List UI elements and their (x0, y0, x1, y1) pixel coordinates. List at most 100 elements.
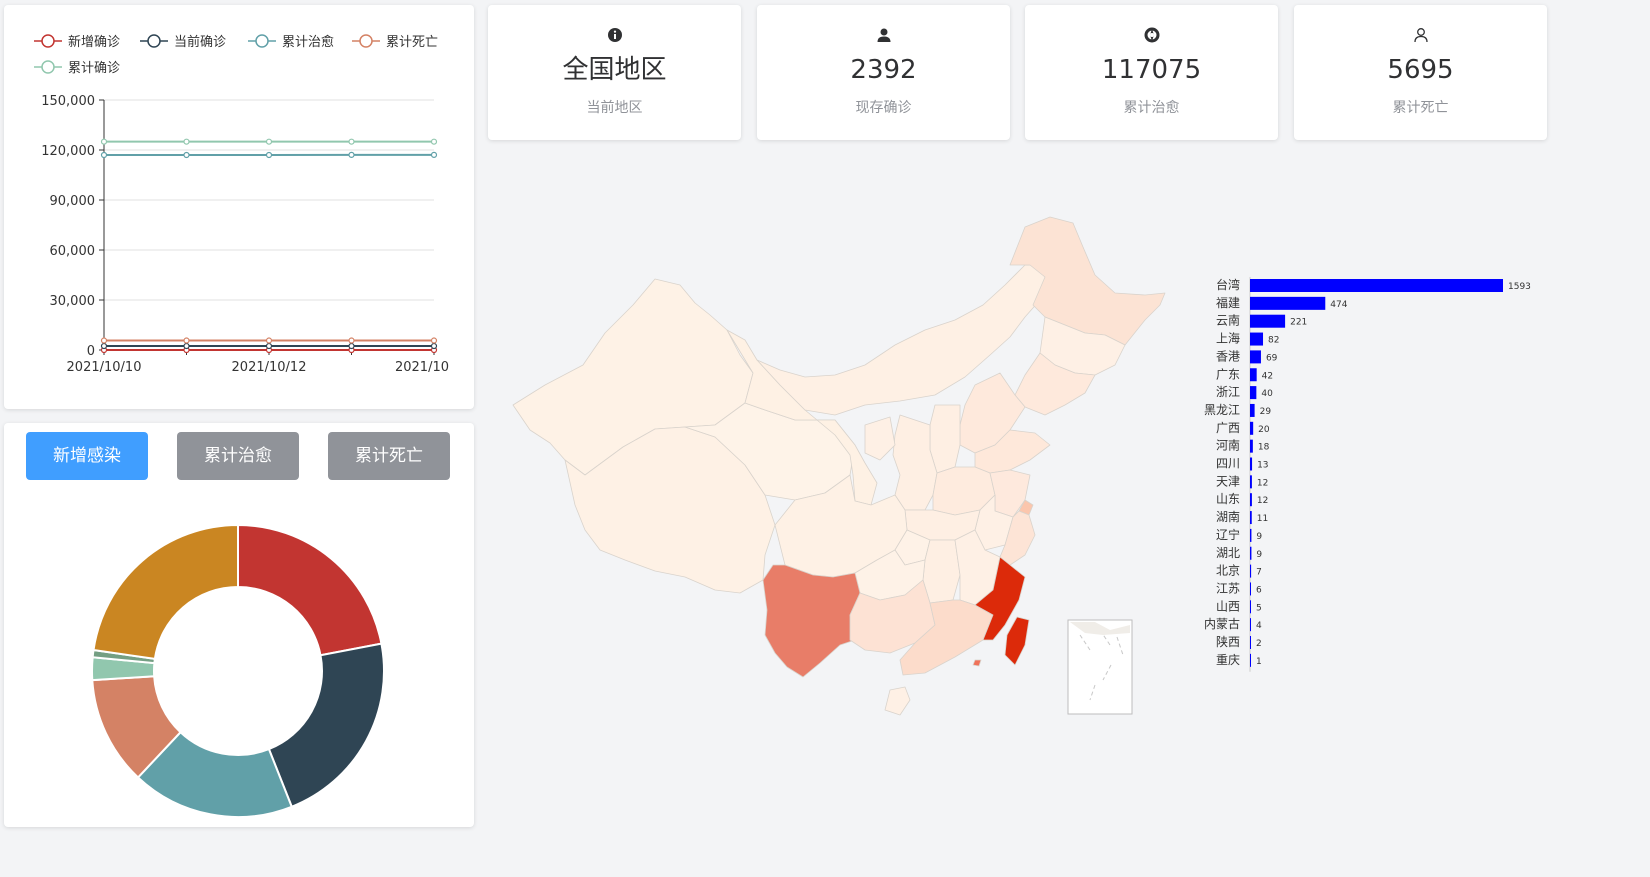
y-tick-label: 120,000 (41, 144, 95, 159)
bar-category-label: 重庆 (1216, 653, 1240, 667)
data-point (183, 138, 190, 145)
bar-category-label: 辽宁 (1216, 527, 1240, 542)
data-point (265, 138, 273, 145)
bar-value-label: 42 (1262, 371, 1273, 381)
data-point (183, 337, 190, 344)
cumulative-cured-button[interactable]: 累计治愈 (177, 432, 299, 480)
data-point (100, 337, 108, 344)
bar-value-label: 18 (1258, 443, 1270, 453)
bar (1250, 421, 1254, 435)
map-region-liaoning[interactable] (1014, 352, 1096, 416)
south-china-sea-inset (1067, 619, 1133, 715)
bar (1250, 279, 1503, 292)
bar (1250, 582, 1251, 596)
trend-chart-card: 新增确诊 当前确诊 累计治愈 累计死亡 累计确诊 0 30,000 60,000 90,000 1… (4, 5, 474, 409)
pie-slice (267, 642, 385, 809)
cumulative-death-button[interactable]: 累计死亡 (328, 432, 450, 480)
bar-value-label: 82 (1268, 336, 1279, 346)
stat-label-dead: 累计死亡 (1392, 100, 1449, 116)
y-tick-label: 30,000 (50, 294, 96, 309)
bar-value-label: 7 (1256, 568, 1262, 578)
x-tick-label: 2021/10/12 (232, 360, 307, 375)
legend-item[interactable]: 累计死亡 (352, 34, 438, 50)
map-region-taiwan[interactable] (1004, 616, 1030, 666)
stat-value-region: 全国地区 (562, 55, 667, 85)
bar-value-label: 2 (1256, 639, 1262, 649)
legend-label: 新增确诊 (68, 34, 120, 50)
bar-value-label: 12 (1257, 496, 1268, 506)
bar (1250, 618, 1251, 632)
bar-category-label: 云南 (1216, 313, 1240, 328)
stat-value-current: 2392 (850, 55, 917, 85)
bar (1250, 350, 1261, 364)
bar-category-label: 广东 (1216, 367, 1240, 381)
stat-card-cured: 117075 累计治愈 (1025, 5, 1278, 140)
bar-category-label: 内蒙古 (1204, 616, 1240, 631)
bar-value-label: 11 (1257, 514, 1268, 524)
data-point (100, 151, 108, 159)
bar (1250, 653, 1251, 667)
data-point (430, 151, 438, 158)
bar (1250, 493, 1252, 507)
map-region-fujian[interactable] (974, 556, 1026, 641)
new-infection-button[interactable]: 新增感染 (26, 432, 148, 480)
map-region-guangdong[interactable] (899, 599, 994, 676)
bar (1250, 332, 1264, 346)
info-icon (607, 28, 622, 42)
legend-label: 累计死亡 (386, 35, 438, 50)
legend-label: 累计治愈 (282, 35, 334, 50)
y-tick-label: 90,000 (50, 194, 96, 209)
bar-category-label: 福建 (1216, 295, 1240, 310)
bar-category-label: 四川 (1216, 457, 1240, 471)
bar (1250, 403, 1255, 417)
bar-value-label: 12 (1257, 478, 1268, 488)
map-region-ningxia[interactable] (864, 416, 896, 461)
y-tick-label: 0 (87, 344, 95, 359)
legend-item[interactable]: 新增确诊 (34, 34, 120, 50)
map-region-yunnan[interactable] (762, 564, 861, 678)
user-outline-icon (1413, 28, 1428, 43)
bar-value-label: 29 (1260, 407, 1272, 417)
bar-category-label: 香港 (1216, 349, 1240, 363)
data-point (265, 151, 273, 159)
data-point (348, 337, 355, 344)
legend-item[interactable]: 当前确诊 (140, 34, 226, 50)
bar-value-label: 221 (1290, 318, 1307, 328)
data-point (430, 342, 438, 350)
map-region-hunan[interactable] (922, 539, 961, 604)
bar-value-label: 1 (1256, 657, 1262, 667)
bar (1250, 511, 1252, 525)
bar-category-label: 上海 (1216, 331, 1240, 346)
bar-value-label: 9 (1256, 550, 1262, 560)
legend-label: 当前确诊 (174, 34, 226, 50)
map-region-hainan[interactable] (884, 686, 911, 716)
bar-value-label: 1593 (1508, 282, 1531, 292)
pie-slice (92, 523, 239, 661)
pie-slice (237, 523, 383, 657)
data-point (348, 151, 355, 158)
china-map[interactable] (505, 205, 1185, 725)
bar-category-label: 湖北 (1216, 545, 1240, 560)
bar-category-label: 山西 (1216, 599, 1240, 613)
stat-card-dead: 5695 累计死亡 (1294, 5, 1547, 140)
bar (1250, 457, 1253, 471)
data-point (100, 138, 108, 145)
legend-label: 累计确诊 (68, 61, 120, 76)
x-tick-label: 2021/10 (395, 360, 449, 375)
legend-item[interactable]: 累计确诊 (34, 60, 120, 76)
donut-chart (91, 523, 385, 818)
legend-item[interactable]: 累计治愈 (248, 34, 334, 50)
map-region-shanxi[interactable] (929, 404, 961, 474)
bar-category-label: 江苏 (1216, 581, 1240, 595)
bar (1250, 386, 1257, 400)
bar-value-label: 4 (1256, 621, 1262, 631)
bar-category-label: 山东 (1216, 492, 1240, 506)
bar-value-label: 20 (1258, 425, 1270, 435)
bar (1250, 600, 1251, 614)
map-region-tibet[interactable] (564, 426, 776, 594)
map-region-heilongjiang[interactable] (1009, 216, 1166, 346)
map-region-hongkong[interactable] (972, 659, 982, 667)
bar-category-label: 黑龙江 (1204, 403, 1240, 417)
